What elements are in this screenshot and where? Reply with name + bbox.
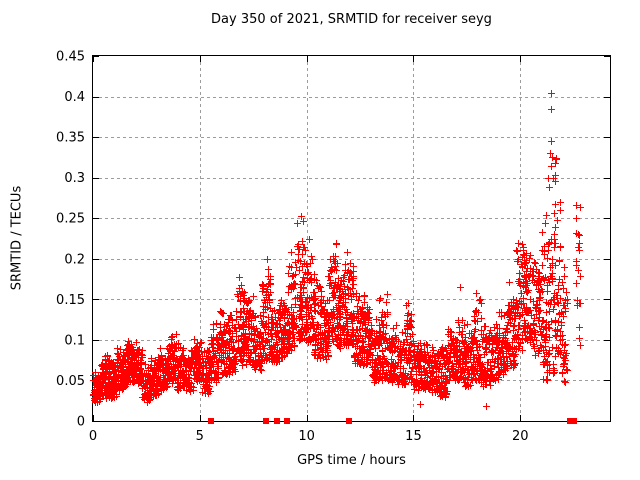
zero-value-marker	[274, 418, 280, 424]
zero-value-marker	[567, 418, 573, 424]
y-tick-label: 0.35	[56, 131, 85, 146]
zero-value-marker	[263, 418, 269, 424]
x-tick-label: 0	[89, 429, 97, 444]
y-tick-label: 0.3	[64, 171, 85, 186]
zero-value-marker	[284, 418, 290, 424]
y-tick-label: 0.15	[56, 293, 85, 308]
zero-value-marker	[571, 418, 577, 424]
x-tick-label: 10	[298, 429, 315, 444]
x-tick-label: 15	[405, 429, 422, 444]
y-tick-label: 0	[77, 415, 85, 430]
y-tick-label: 0.4	[64, 90, 85, 105]
chart-title: Day 350 of 2021, SRMTID for receiver sey…	[211, 12, 492, 27]
data-points	[90, 90, 584, 410]
y-tick-label: 0.1	[64, 333, 85, 348]
zero-value-marker	[208, 418, 214, 424]
y-tick-label: 0.05	[56, 374, 85, 389]
y-tick-label: 0.45	[56, 50, 85, 65]
y-tick-label: 0.25	[56, 212, 85, 227]
x-tick-label: 5	[196, 429, 204, 444]
y-tick-label: 0.2	[64, 252, 85, 267]
x-axis-label: GPS time / hours	[297, 453, 406, 468]
x-tick-label: 20	[512, 429, 529, 444]
zero-value-marker	[346, 418, 352, 424]
tick-marks	[93, 56, 610, 422]
